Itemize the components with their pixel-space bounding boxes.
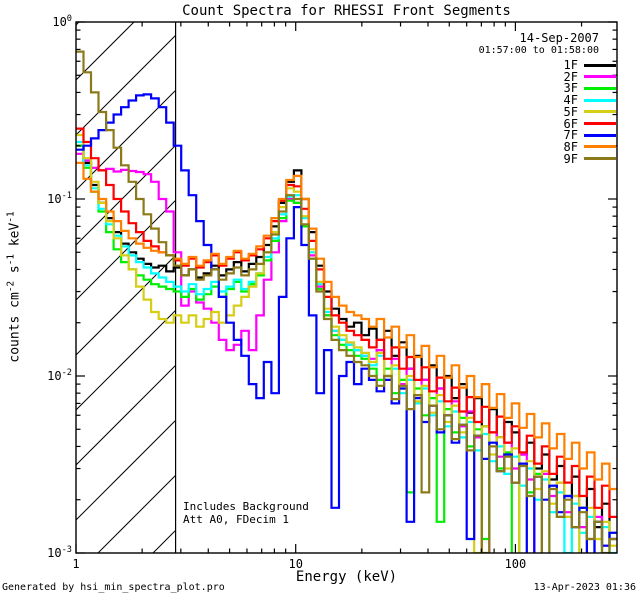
y-tick-label: 10-2 xyxy=(47,368,72,383)
y-tick-label: 10-3 xyxy=(47,545,72,560)
axis-ticks xyxy=(75,21,617,554)
legend-swatch xyxy=(584,133,616,137)
x-tick-label: 100 xyxy=(504,557,527,571)
legend-label: 1F xyxy=(563,58,578,72)
footer-generated-by: Generated by hsi_min_spectra_plot.pro xyxy=(2,582,225,593)
y-axis-title: counts cm-2 s-1 keV-1 xyxy=(5,211,23,363)
plot-frame xyxy=(75,21,618,554)
legend-swatch xyxy=(584,86,616,90)
annotation-includes-background: Includes Background xyxy=(183,500,309,513)
x-axis-title: Energy (keV) xyxy=(295,569,398,585)
legend-date: 14-Sep-2007 xyxy=(519,31,599,45)
legend-item-4F: 4F xyxy=(556,94,616,106)
x-tick-label: 10 xyxy=(288,557,303,571)
chart-title: Count Spectra for RHESSI Front Segments xyxy=(182,3,511,19)
legend-swatch xyxy=(584,145,616,149)
series-line-5F xyxy=(76,133,617,553)
legend-item-8F: 8F xyxy=(556,141,616,153)
x-tick-label: 1 xyxy=(72,557,80,571)
legend-swatch xyxy=(584,110,616,114)
series-line-9F xyxy=(76,50,617,553)
legend-swatch xyxy=(584,63,616,67)
legend-swatch xyxy=(584,122,616,125)
legend-swatch xyxy=(584,98,616,102)
series-lines xyxy=(76,50,617,553)
legend-item-6F: 6F xyxy=(556,118,616,130)
legend-label: 9F xyxy=(563,151,578,166)
legend-item-3F: 3F xyxy=(556,82,616,94)
legend-item-2F: 2F xyxy=(556,71,616,83)
legend-item-9F: 9F xyxy=(556,153,616,165)
y-tick-label: 100 xyxy=(52,14,72,29)
legend-label: 6F xyxy=(563,116,578,131)
legend-label: 3F xyxy=(563,81,578,96)
footer-timestamp: 13-Apr-2023 01:36 xyxy=(533,582,636,593)
background-hatch-region xyxy=(76,22,176,553)
legend-item-1F: 1F xyxy=(556,59,616,71)
annotation-attenuator-state: Att A0, FDecim 1 xyxy=(183,513,289,526)
legend-label: 2F xyxy=(563,69,578,84)
legend-label: 7F xyxy=(563,128,578,143)
y-tick-label: 10-1 xyxy=(47,191,72,206)
legend-label: 5F xyxy=(563,104,578,119)
legend-item-7F: 7F xyxy=(556,129,616,141)
legend-time-range: 01:57:00 to 01:58:00 xyxy=(478,45,599,56)
series-line-6F xyxy=(76,127,617,518)
legend-label: 4F xyxy=(563,93,578,108)
legend-swatch xyxy=(584,75,616,79)
legend-swatch xyxy=(584,157,616,161)
legend-label: 8F xyxy=(563,139,578,154)
legend-item-5F: 5F xyxy=(556,106,616,118)
